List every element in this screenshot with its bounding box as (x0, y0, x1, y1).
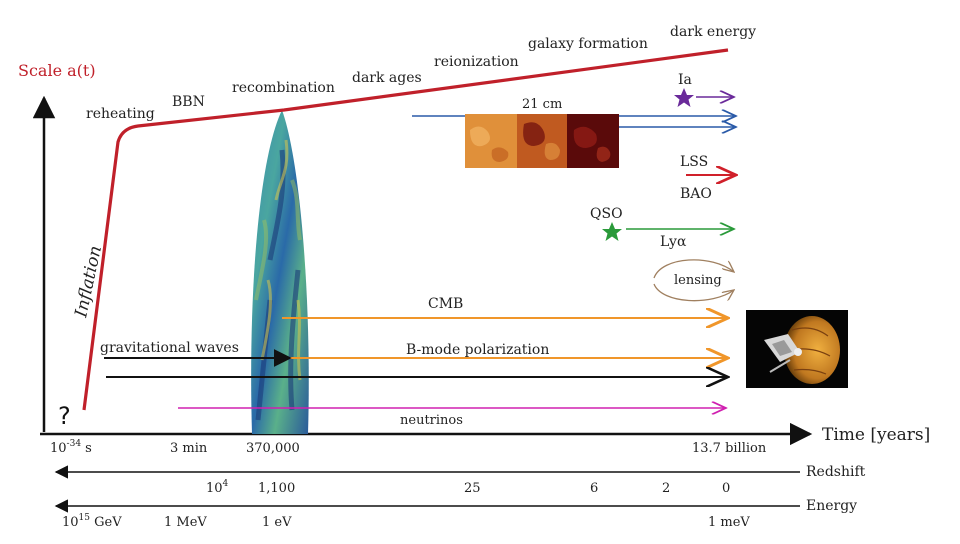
cmb-label: CMB (428, 296, 463, 312)
epoch-galaxy-formation: galaxy formation (528, 36, 648, 52)
energy-axis-label: Energy (806, 498, 857, 514)
epoch-recombination: recombination (232, 80, 335, 96)
redshift-tick-4: 6 (590, 481, 598, 496)
quasar-star-icon (602, 222, 622, 241)
cmb-map-image (251, 110, 309, 434)
epoch-dark-energy: dark energy (670, 24, 756, 40)
scale-factor-curve (82, 48, 729, 411)
y-axis-label: Scale a(t) (18, 61, 96, 80)
energy-tick-2: 1 MeV (164, 515, 207, 530)
energy-tick-4: 1 meV (708, 515, 750, 530)
question-mark: ? (58, 402, 71, 430)
cm21-maps-image (465, 114, 619, 168)
bmode-label: B-mode polarization (406, 342, 549, 358)
ia-label: Ia (678, 72, 692, 88)
epoch-reionization: reionization (434, 54, 519, 70)
epoch-bbn: BBN (172, 94, 205, 110)
lensing-arc-top (653, 259, 734, 279)
lss-label: LSS (680, 154, 708, 170)
grav-waves-label: gravitational waves (100, 340, 239, 356)
redshift-tick-3: 25 (464, 481, 481, 496)
redshift-axis-label: Redshift (806, 464, 866, 480)
redshift-tick-6: 0 (722, 481, 730, 496)
bao-label: BAO (680, 186, 712, 202)
redshift-tick-5: 2 (662, 481, 670, 496)
supernova-star-icon (674, 88, 694, 107)
energy-tick-3: 1 eV (262, 515, 292, 530)
redshift-tick-1: 104 (206, 479, 229, 496)
lensing-label: lensing (674, 273, 722, 288)
lya-label: Lyα (660, 234, 687, 250)
neutrinos-label: neutrinos (400, 413, 463, 428)
time-tick-1: 10-34 s (50, 439, 92, 456)
time-tick-3: 370,000 (246, 441, 300, 456)
time-tick-2: 3 min (170, 441, 208, 456)
time-tick-4: 13.7 billion (692, 441, 767, 456)
energy-tick-1: 1015 GeV (62, 513, 122, 530)
epoch-dark-ages: dark ages (352, 70, 422, 86)
qso-label: QSO (590, 206, 623, 222)
lensing-arc-bottom (653, 283, 734, 302)
satellite-image (746, 310, 848, 388)
redshift-tick-2: 1,100 (258, 481, 295, 496)
time-axis-label: Time [years] (822, 425, 930, 445)
epoch-reheating: reheating (86, 106, 155, 122)
cm21-label: 21 cm (522, 97, 562, 112)
